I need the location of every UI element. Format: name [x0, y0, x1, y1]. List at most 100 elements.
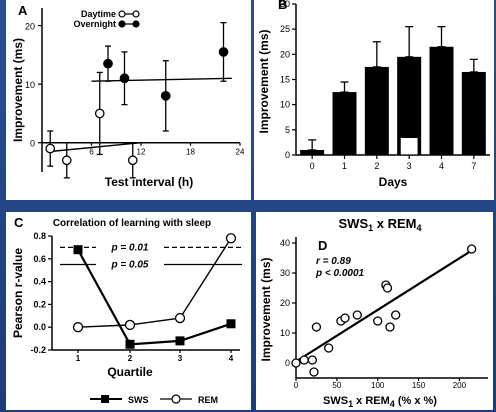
panel-a-point-daytime — [45, 143, 56, 154]
panel-c-line-sws — [77, 249, 232, 346]
panel-a-legend-marker — [132, 10, 140, 18]
panel-c-point-rem — [174, 312, 186, 324]
panel-c-reference-label: p = 0.01 — [111, 242, 149, 253]
panel-a-y-tick-label: 20 — [25, 22, 35, 32]
panel-b-bar — [429, 46, 454, 155]
panel-c-legend-marker-sws — [101, 395, 109, 403]
panel-a-legend-label: Overnight — [73, 19, 116, 29]
panel-c-point-rem — [72, 322, 84, 333]
panel-b-x-tick-label: 0 — [310, 161, 315, 171]
panel-d-point — [307, 355, 317, 365]
panel-b-y-tick-label: 10 — [280, 100, 290, 110]
panel-b-bar — [332, 92, 357, 155]
panel-a-point-daytime — [94, 108, 105, 119]
panel-b-x-tick-label: 7 — [471, 161, 476, 171]
panel-b-x-tick-label: 4 — [439, 161, 444, 171]
panel-a-point-overnight — [119, 73, 130, 84]
panel-c-title: Correlation of learning with sleep — [53, 218, 211, 229]
panel-d-title-subscript: 4 — [416, 223, 421, 233]
panel-b-x-tick-label: 3 — [407, 161, 412, 171]
panel-d-y-axis-label: Improvement (ms) — [259, 257, 273, 361]
panel-d-y-tick-label: 40 — [280, 238, 290, 248]
panel-d-x-axis-label-subscript: 4 — [390, 399, 395, 409]
panel-c: Correlation of learning with sleep -0.2 0.… — [11, 218, 242, 405]
panel-d-annotation: r = 0.89 — [316, 256, 351, 267]
panel-c-x-tick-label: 2 — [128, 354, 133, 363]
panel-d-point — [373, 316, 383, 326]
panel-d-x-axis-label-subscript: 1 — [348, 399, 353, 409]
panel-d-point — [299, 355, 309, 365]
panel-d-y-tick-label: 20 — [280, 298, 290, 308]
panel-c-point-rem — [225, 233, 237, 244]
panel-a-legend-marker — [132, 20, 140, 28]
panel-a-legend-marker — [118, 10, 126, 18]
panel-a-letter: A — [18, 3, 28, 18]
panel-d-point — [467, 244, 477, 254]
panel-d-annotation: p < 0.0001 — [315, 268, 365, 279]
panel-d-letter: D — [318, 238, 327, 253]
panel-c-y-axis-label: Pearson r-value — [11, 248, 25, 338]
panel-c-x-tick-label: 3 — [178, 354, 183, 363]
panel-c-reference-label: p = 0.05 — [111, 260, 149, 271]
panel-a-x-tick-label: 24 — [236, 148, 245, 157]
panel-b-bar — [300, 149, 325, 155]
panel-d-title-part: x REM — [373, 216, 416, 231]
panel-c-letter: C — [14, 215, 24, 230]
panel-a-x-axis-label: Test interval (h) — [105, 175, 193, 189]
panel-a-y-axis-label: Improvement (ms) — [11, 38, 25, 142]
panel-c-y-tick-label: 0.4 — [33, 277, 46, 287]
panel-c-x-axis-label: Quartile — [107, 365, 153, 379]
panel-c-point-rem — [124, 319, 136, 331]
panel-b: 0 5 10 15 20 25 30 0 1 2 3 4 7 Days Improvement (ms) — [257, 0, 490, 189]
panel-a-background — [6, 0, 251, 200]
panel-d-point — [291, 358, 301, 368]
panel-b-y-tick-label: 5 — [285, 125, 290, 135]
panel-b-overlay-bar — [399, 136, 419, 156]
panel-d-point — [311, 322, 322, 332]
panel-b-y-axis-label: Improvement (ms) — [257, 29, 271, 133]
panel-d-y-tick-label: 10 — [280, 328, 290, 338]
panel-d-point — [391, 310, 401, 320]
panel-d-title-part: SWS — [339, 216, 369, 231]
panel-d-y-tick-label: 30 — [280, 268, 290, 278]
panel-a-fit-line-daytime — [50, 142, 142, 153]
panel-d-point — [352, 310, 362, 320]
panel-a-y-tick-label: 10 — [25, 80, 35, 90]
panel-d-point — [382, 283, 393, 293]
panel-b-y-tick-label: 20 — [280, 49, 290, 59]
panel-b-x-tick-label: 1 — [342, 161, 347, 171]
panel-b-y-tick-label: 15 — [280, 75, 290, 85]
panel-a-fit-line-overnight — [91, 77, 232, 82]
panel-b-y-tick-label: 25 — [280, 24, 290, 34]
panel-b-bar — [461, 71, 486, 155]
panel-c-point-sws — [226, 319, 236, 329]
panel-d-x-tick-label: 50 — [332, 381, 341, 390]
panel-d-point — [340, 313, 350, 323]
panel-d-x-tick-label: 0 — [294, 381, 299, 390]
panel-c-legend-label-rem: REM — [198, 395, 218, 405]
panel-c-reference-label-bg — [96, 241, 164, 253]
panel-c-point-sws — [125, 339, 135, 349]
panel-c-line-rem — [77, 237, 232, 328]
panel-c-legend-marker-rem — [171, 394, 181, 404]
panel-a-point-daytime — [127, 155, 138, 166]
panel-a: 0 10 20 6 12 18 24 Test interval (h) Improvement… — [11, 8, 245, 189]
panel-c-reference-label-bg — [96, 258, 164, 270]
panel-a-x-tick-label: 12 — [137, 148, 146, 157]
panel-b-x-axis-label: Days — [379, 175, 408, 189]
panel-a-point-overnight — [218, 47, 229, 57]
panel-d-fit-line — [295, 249, 473, 363]
panel-d-y-tick-label: 0 — [285, 358, 290, 368]
panel-a-x-tick-label: 18 — [186, 148, 195, 157]
panel-c-y-tick-label: 0.6 — [33, 254, 46, 264]
panel-d-x-axis-label-part: SWS — [323, 395, 348, 407]
panel-d-x-tick-label: 150 — [412, 381, 426, 390]
panel-c-x-tick-label: 1 — [76, 354, 81, 363]
panel-a-point-overnight — [103, 58, 113, 69]
panel-d-x-axis-label: SWS1 x REM4 (% x %) — [323, 395, 437, 409]
panel-a-point-daytime — [61, 155, 72, 166]
panel-d-point — [309, 367, 319, 377]
panel-c-x-tick-label: 4 — [229, 354, 234, 363]
